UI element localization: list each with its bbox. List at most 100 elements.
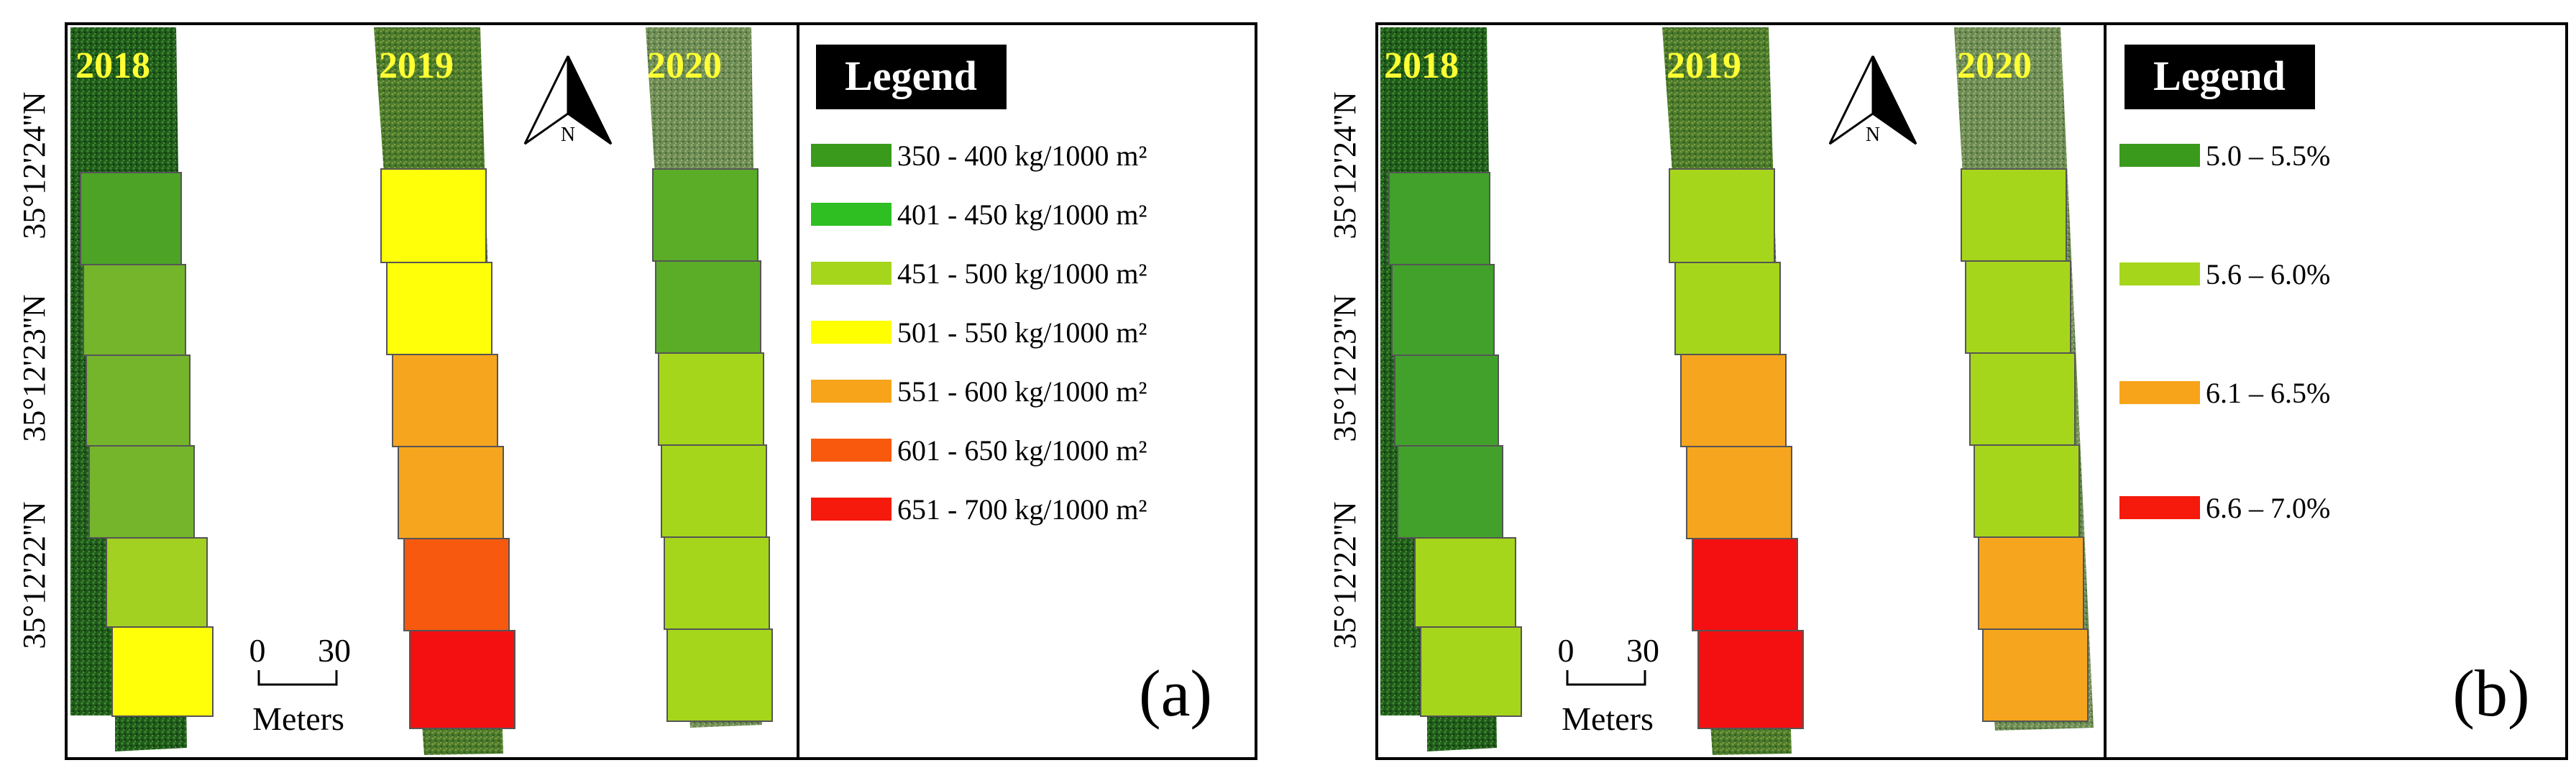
protein-block [1397, 445, 1503, 539]
legend-item: 601 - 650 kg/1000 m² [811, 434, 1147, 467]
legend-label: 501 - 550 kg/1000 m² [897, 316, 1147, 349]
legend-item: 651 - 700 kg/1000 m² [811, 493, 1147, 526]
panel-frame [65, 22, 1257, 760]
yield-block [403, 538, 510, 631]
yield-block [664, 536, 770, 630]
legend-label: 451 - 500 kg/1000 m² [897, 257, 1147, 290]
year-label: 2018 [1384, 45, 1459, 86]
scale-bar: 0 30 Meters [1558, 632, 1660, 737]
strip-2020: 2020 [646, 27, 773, 728]
yield-block [88, 445, 195, 539]
scale-max: 30 [318, 632, 351, 669]
protein-block [1961, 168, 2067, 262]
legend-label: 6.1 – 6.5% [2206, 377, 2330, 409]
protein-block [1965, 260, 2071, 354]
legend-label: 651 - 700 kg/1000 m² [897, 493, 1147, 526]
north-arrow-icon: N [1828, 55, 1917, 146]
yield-block [380, 168, 487, 263]
legend-swatch [811, 144, 891, 167]
yield-block [86, 355, 191, 447]
north-label: N [1866, 124, 1880, 146]
protein-block [1686, 446, 1792, 539]
legend: Legend 5.0 – 5.5% 5.6 – 6.0% 6.1 – 6.5% … [2119, 45, 2330, 524]
yield-block [386, 262, 492, 355]
yield-block [652, 168, 758, 262]
year-label: 2020 [1957, 45, 2032, 86]
panel-label: (b) [2452, 657, 2529, 730]
yield-block [106, 537, 208, 628]
legend-label: 5.6 – 6.0% [2206, 258, 2330, 291]
protein-block [1978, 536, 2084, 630]
scale-unit: Meters [252, 700, 344, 737]
strip-2019: 2019 [374, 27, 515, 755]
protein-block [1420, 626, 1522, 717]
protein-block [1669, 168, 1775, 263]
year-label: 2020 [647, 45, 722, 86]
yield-block [111, 626, 214, 717]
legend-label: 401 - 450 kg/1000 m² [897, 198, 1147, 231]
panel-b: 35°12'24''N 35°12'23''N 35°12'22''N 2018… [1327, 22, 2568, 760]
panel-frame [1375, 22, 2568, 760]
legend-swatch [811, 498, 891, 521]
protein-block [1388, 172, 1490, 265]
legend-label: 350 - 400 kg/1000 m² [897, 139, 1147, 172]
legend-label: 601 - 650 kg/1000 m² [897, 434, 1147, 467]
legend-swatch [2119, 144, 2200, 167]
yield-block [409, 630, 515, 729]
panel-a: 35°12'24''N 35°12'23''N 35°12'22''N 2018… [17, 22, 1257, 760]
legend-item: 401 - 450 kg/1000 m² [811, 198, 1147, 231]
legend-title-box [816, 45, 1007, 109]
scale-unit: Meters [1562, 700, 1654, 737]
latitude-label: 35°12'22''N [17, 501, 52, 649]
yield-block [83, 264, 186, 356]
strip-2019: 2019 [1662, 27, 1804, 755]
yield-block [80, 172, 182, 265]
legend-item: 5.0 – 5.5% [2119, 139, 2330, 172]
legend: Legend 350 - 400 kg/1000 m² 401 - 450 kg… [811, 45, 1147, 526]
legend-swatch [811, 203, 891, 226]
year-label: 2019 [1667, 45, 1741, 86]
legend-item: 5.6 – 6.0% [2119, 258, 2330, 291]
protein-block [1697, 630, 1804, 729]
legend-item: 6.6 – 7.0% [2119, 492, 2330, 524]
north-arrow-icon: N [523, 55, 613, 146]
yield-block [658, 352, 764, 446]
legend-title: Legend [845, 52, 977, 99]
north-label: N [561, 124, 575, 146]
protein-block [1414, 537, 1516, 628]
legend-item: 451 - 500 kg/1000 m² [811, 257, 1147, 290]
legend-label: 5.0 – 5.5% [2206, 139, 2330, 172]
scale-bar: 0 30 Meters [249, 632, 352, 737]
yield-block [655, 260, 761, 354]
strip-2020: 2020 [1954, 27, 2094, 731]
yield-block [661, 444, 767, 538]
scale-max: 30 [1626, 632, 1659, 669]
latitude-label: 35°12'23''N [1327, 294, 1362, 442]
legend-item: 501 - 550 kg/1000 m² [811, 316, 1147, 349]
legend-item: 551 - 600 kg/1000 m² [811, 375, 1147, 408]
legend-label: 6.6 – 7.0% [2206, 492, 2330, 524]
year-label: 2019 [379, 45, 454, 86]
legend-swatch [811, 439, 891, 462]
yield-block [666, 628, 773, 722]
panel-label: (a) [1139, 657, 1212, 730]
legend-swatch [2119, 381, 2200, 404]
scale-zero: 0 [1558, 632, 1575, 669]
latitude-label: 35°12'24''N [17, 91, 52, 239]
legend-swatch [811, 262, 891, 285]
protein-block [1974, 444, 2080, 538]
year-label: 2018 [75, 45, 150, 86]
yield-block [392, 354, 498, 447]
legend-item: 350 - 400 kg/1000 m² [811, 139, 1147, 172]
legend-label: 551 - 600 kg/1000 m² [897, 375, 1147, 408]
protein-block [1969, 352, 2076, 446]
latitude-label: 35°12'23''N [17, 294, 52, 442]
legend-title: Legend [2153, 52, 2286, 99]
protein-block [1391, 264, 1495, 356]
legend-title-box [2124, 45, 2315, 109]
legend-swatch [811, 380, 891, 403]
strip-2018: 2018 [1380, 27, 1522, 751]
scale-zero: 0 [249, 632, 266, 669]
strip-2018: 2018 [70, 27, 214, 751]
